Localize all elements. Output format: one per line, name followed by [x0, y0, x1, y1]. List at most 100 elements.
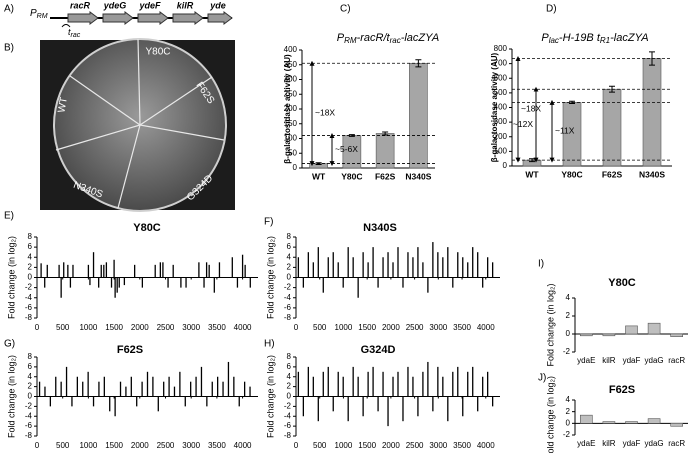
- y-tick-label: -8: [25, 313, 33, 322]
- y-tick-label: 100: [494, 146, 508, 155]
- panel-label: I): [538, 259, 544, 270]
- x-tick-label: racR: [668, 439, 685, 448]
- y-tick-label: 6: [28, 242, 33, 251]
- terminator-sub: rac: [71, 32, 81, 39]
- strain-label: WT: [56, 96, 70, 113]
- y-tick-label: -6: [25, 303, 33, 312]
- y-axis-label: Fold change (in log₂): [265, 355, 275, 438]
- chart-title: PRM-racR/trac-lacZYA: [337, 32, 439, 45]
- promoter-sub: RM: [37, 13, 48, 20]
- y-tick-label: 500: [494, 88, 508, 97]
- x-tick-label: ydaG: [645, 356, 664, 365]
- y-tick-label: 0: [566, 418, 571, 427]
- y-tick-label: 100: [284, 134, 298, 143]
- y-tick-label: 400: [284, 45, 298, 54]
- bar: [602, 333, 616, 337]
- y-tick-label: -2: [563, 347, 571, 356]
- x-tick-label: 2000: [382, 441, 400, 450]
- x-tick-label: F62S: [602, 169, 623, 179]
- y-tick-label: 2: [28, 382, 33, 391]
- bar: [647, 418, 661, 424]
- x-tick-label: WT: [312, 171, 326, 181]
- y-axis-label: Fold change (in log₂): [545, 376, 555, 453]
- x-tick-label: 3500: [453, 441, 471, 450]
- x-tick-label: N340S: [639, 169, 665, 179]
- y-tick-label: 400: [494, 103, 508, 112]
- title-part: lac: [549, 36, 559, 45]
- panel-label: E): [4, 211, 14, 222]
- y-tick-label: -4: [284, 411, 292, 420]
- y-tick-label: 350: [284, 60, 298, 69]
- y-tick-label: 4: [287, 252, 292, 261]
- chart: Plac-H-19B tR1-lacZYA β-galactosidase act…: [490, 32, 672, 179]
- x-tick-label: 500: [56, 441, 70, 450]
- sector-lines: [55, 38, 225, 209]
- chart-title: F62S: [609, 384, 635, 396]
- chart-title: F62S: [117, 344, 143, 356]
- y-axis-label: β-galactosidase activity (AU): [490, 52, 499, 162]
- y-tick-label: 2: [287, 262, 292, 271]
- fold-label: ~11X: [555, 126, 575, 136]
- panel-label: B): [4, 43, 14, 54]
- y-tick-label: 6: [287, 362, 292, 371]
- y-tick-label: 6: [287, 242, 292, 251]
- y-tick-label: 4: [566, 395, 571, 404]
- title-part: rac: [390, 36, 401, 45]
- y-tick-label: 700: [494, 59, 508, 68]
- x-tick-label: 0: [35, 441, 40, 450]
- y-tick-label: 0: [287, 392, 292, 401]
- y-tick-label: 300: [284, 75, 298, 84]
- fold-label: ~12X: [513, 119, 533, 129]
- y-tick-label: 8: [28, 352, 33, 361]
- y-tick-label: 0: [287, 273, 292, 282]
- y-axis-label: Fold change (in log₂): [265, 236, 275, 319]
- y-tick-label: -6: [284, 303, 292, 312]
- fold-label: ~18X: [521, 104, 541, 114]
- y-tick-label: 200: [494, 132, 508, 141]
- bar: [625, 421, 638, 424]
- error-bar: [382, 131, 389, 136]
- panel-label: H): [264, 339, 275, 350]
- y-tick-label: -8: [25, 431, 33, 440]
- x-tick-label: 4000: [477, 323, 495, 332]
- y-tick-label: 2: [566, 311, 571, 320]
- y-axis-label: Fold change (in log₂): [6, 236, 16, 319]
- x-tick-label: 1000: [335, 441, 353, 450]
- x-tick-label: 2500: [157, 323, 175, 332]
- y-tick-label: -4: [284, 293, 292, 302]
- gene-arrow: [172, 11, 204, 25]
- y-tick-label: 4: [28, 372, 33, 381]
- y-tick-label: 8: [28, 232, 33, 241]
- y-tick-label: 0: [566, 329, 571, 338]
- title-part: P: [541, 32, 549, 44]
- bar: [602, 88, 622, 167]
- y-tick-label: 800: [494, 44, 508, 53]
- y-tick-label: 0: [28, 273, 33, 282]
- fold-label: ~5-6X: [335, 144, 358, 154]
- chart-title: N340S: [363, 222, 397, 234]
- x-tick-label: racR: [668, 356, 685, 365]
- x-tick-label: 3000: [429, 323, 447, 332]
- x-tick-label: 4000: [234, 441, 252, 450]
- chart-title: Y80C: [133, 222, 161, 234]
- x-tick-label: 3500: [208, 323, 226, 332]
- x-tick-label: 1000: [335, 323, 353, 332]
- x-tick-label: 2000: [382, 323, 400, 332]
- x-tick-label: kilR: [602, 439, 616, 448]
- x-tick-label: 3500: [453, 323, 471, 332]
- y-tick-label: 0: [503, 161, 508, 170]
- bar: [670, 333, 684, 337]
- y-tick-label: 0: [28, 392, 33, 401]
- gene-label: yde: [209, 0, 226, 10]
- y-tick-label: 2: [287, 382, 292, 391]
- y-tick-label: 8: [287, 352, 292, 361]
- y-tick-label: -4: [25, 411, 33, 420]
- x-tick-label: 1500: [105, 441, 123, 450]
- x-tick-label: 2500: [406, 441, 424, 450]
- x-tick-label: 0: [294, 323, 299, 332]
- x-tick-label: 4000: [234, 323, 252, 332]
